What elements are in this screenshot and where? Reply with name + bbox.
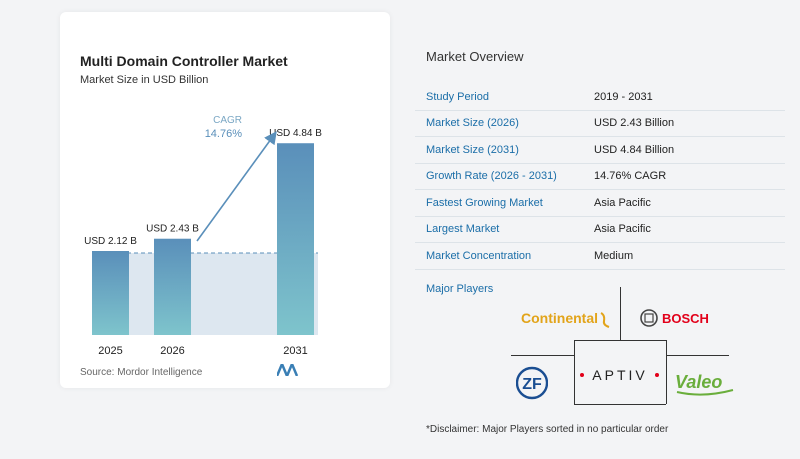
source-note: Source: Mordor Intelligence — [80, 367, 203, 378]
svg-text:APTIV: APTIV — [592, 367, 647, 383]
grid-divider — [666, 355, 729, 356]
table-row: Growth Rate (2026 - 2031) 14.76% CAGR — [415, 163, 785, 190]
bar-2026 — [154, 238, 191, 335]
grid-divider — [574, 404, 666, 405]
table-row: Market Size (2031) USD 4.84 Billion — [415, 136, 785, 164]
svg-text:BOSCH: BOSCH — [662, 311, 709, 326]
row-value: 14.76% CAGR — [594, 163, 785, 190]
bar-value-label: USD 2.12 B — [84, 236, 137, 247]
row-label: Market Size (2026) — [415, 110, 594, 137]
row-label: Market Concentration — [415, 242, 594, 270]
cagr-value: 14.76% — [205, 128, 243, 140]
valeo-logo: Valeo — [675, 372, 734, 396]
x-tick-label: 2025 — [98, 345, 122, 357]
grid-divider — [574, 340, 666, 341]
row-label: Study Period — [415, 84, 594, 111]
row-value: Medium — [594, 242, 785, 270]
continental-logo: Continental — [521, 310, 610, 328]
x-tick-label: 2031 — [283, 345, 307, 357]
row-value: USD 4.84 Billion — [594, 136, 785, 164]
table-row: Market Size (2026) USD 2.43 Billion — [415, 110, 785, 137]
row-label: Market Size (2031) — [415, 136, 594, 164]
table-row: Market Concentration Medium — [415, 242, 785, 270]
svg-text:Valeo: Valeo — [675, 372, 722, 392]
table-row: Fastest Growing Market Asia Pacific — [415, 189, 785, 217]
cagr-arrow — [196, 131, 277, 242]
overview-title: Market Overview — [426, 49, 524, 64]
row-value: Asia Pacific — [594, 189, 785, 217]
aptiv-logo: APTIV — [580, 367, 659, 383]
disclaimer: *Disclaimer: Major Players sorted in no … — [426, 424, 669, 435]
grid-divider — [666, 340, 667, 404]
chart-subtitle: Market Size in USD Billion — [80, 74, 209, 86]
row-value: USD 2.43 Billion — [594, 110, 785, 137]
row-label: Largest Market — [415, 216, 594, 243]
bar-value-label: USD 2.43 B — [146, 224, 199, 235]
svg-text:ZF: ZF — [522, 376, 542, 393]
overview-panel: Market Overview Study Period 2019 - 2031 … — [415, 0, 800, 459]
table-row: Largest Market Asia Pacific — [415, 216, 785, 243]
cagr-label: CAGR — [213, 115, 242, 126]
bar-value-label: USD 4.84 B — [269, 128, 322, 139]
grid-divider — [574, 340, 575, 404]
svg-text:Continental: Continental — [521, 310, 598, 326]
chart-title: Multi Domain Controller Market — [80, 53, 288, 69]
overview-table: Study Period 2019 - 2031 Market Size (202… — [415, 84, 785, 270]
grid-divider — [511, 355, 574, 356]
zf-logo: ZF — [516, 366, 548, 400]
x-tick-label: 2026 — [160, 345, 184, 357]
chart-card: Multi Domain Controller Market Market Si… — [60, 12, 390, 388]
bosch-logo: BOSCH — [640, 309, 709, 327]
table-row: Study Period 2019 - 2031 — [415, 84, 785, 111]
row-value: 2019 - 2031 — [594, 84, 785, 111]
row-value: Asia Pacific — [594, 216, 785, 243]
major-players-title: Major Players — [426, 283, 494, 295]
bar-2025 — [92, 251, 129, 335]
row-label: Growth Rate (2026 - 2031) — [415, 163, 594, 190]
bar-2031 — [277, 143, 314, 335]
mordor-logo-icon — [277, 364, 299, 376]
row-label: Fastest Growing Market — [415, 189, 594, 217]
bar-chart: USD 2.12 B 2025 USD 2.43 B 2026 USD 4.84 B 20… — [84, 115, 322, 357]
grid-divider — [620, 287, 621, 340]
